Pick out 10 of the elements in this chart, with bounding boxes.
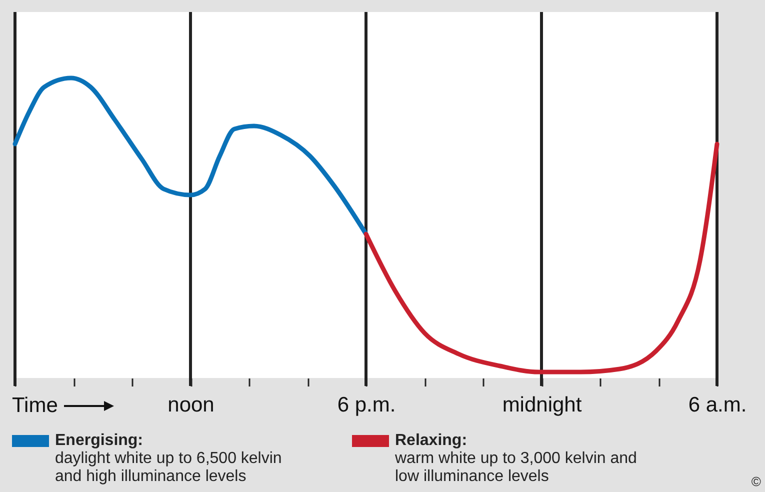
x-tick-label: 6 p.m. <box>337 394 396 416</box>
x-axis-title: Time <box>12 394 58 418</box>
text: daylight white up to 6,500 kelvin and high illuminance levels <box>55 450 282 485</box>
x-tick-label: 6 a.m. <box>688 394 747 416</box>
x-tick-label: noon <box>168 394 214 416</box>
text: warm white up to 3,000 kelvin and low illuminance levels <box>395 450 637 485</box>
x-tick-label: midnight <box>502 394 582 416</box>
legend-label: Relaxing: <box>395 432 468 450</box>
legend-label: Energising: <box>55 432 144 450</box>
text: © <box>751 474 761 489</box>
